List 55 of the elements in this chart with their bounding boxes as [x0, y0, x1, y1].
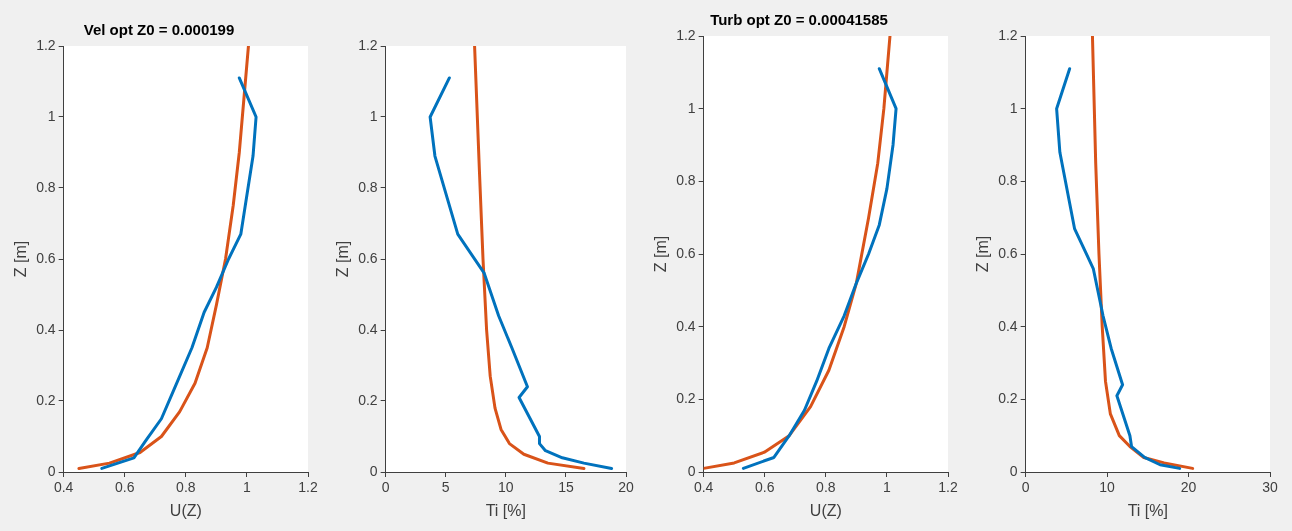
y-tick-label: 0.4 [998, 317, 1018, 334]
y-tick-label: 1.2 [676, 26, 696, 43]
x-tick-label: 20 [618, 479, 634, 496]
y-tick-label: 0.2 [676, 390, 696, 407]
y-axis-title: Z [m] [652, 235, 670, 273]
y-tick-label: 0.6 [998, 244, 1018, 261]
y-tick-label: 0.4 [676, 317, 696, 334]
x-axis-title: U(Z) [809, 501, 842, 519]
x-tick-label: 0 [1021, 479, 1030, 496]
y-tick-label: 0 [369, 462, 378, 479]
y-tick-label: 0.4 [36, 320, 56, 337]
y-tick-label: 1.2 [998, 26, 1018, 43]
y-tick-label: 0 [1009, 462, 1018, 479]
y-axis-title: Z [m] [974, 235, 992, 273]
y-tick-label: 0.8 [358, 178, 378, 195]
y-axis-title: Z [m] [334, 240, 352, 278]
y-tick-label: 0.6 [36, 249, 56, 266]
y-tick-label: 0.2 [36, 391, 56, 408]
x-tick-label: 15 [558, 479, 574, 496]
y-tick-label: 0.8 [676, 172, 696, 189]
y-axis-title: Z [m] [12, 240, 30, 278]
chart-title: Turb opt Z0 = 0.00041585 [710, 11, 888, 29]
x-tick-label: 20 [1180, 479, 1197, 496]
y-tick-label: 0 [687, 462, 696, 479]
x-tick-label: 0.8 [176, 479, 196, 496]
x-tick-label: 1 [243, 479, 252, 496]
y-tick-label: 0.4 [358, 320, 378, 337]
y-tick-label: 0.2 [998, 390, 1018, 407]
x-axis-title: Ti [%] [1127, 501, 1168, 519]
x-axis-title: U(Z) [169, 501, 202, 519]
x-tick-label: 10 [1099, 479, 1116, 496]
y-tick-label: 1 [1009, 99, 1018, 116]
y-tick-label: 1 [687, 99, 696, 116]
y-tick-label: 0.2 [358, 391, 378, 408]
y-tick-label: 1.2 [36, 36, 56, 53]
y-tick-label: 1.2 [358, 36, 378, 53]
y-tick-label: 0.6 [358, 249, 378, 266]
y-tick-label: 0.8 [36, 178, 56, 195]
y-tick-label: 0.8 [998, 172, 1018, 189]
x-tick-label: 0 [381, 479, 390, 496]
x-tick-label: 10 [498, 479, 514, 496]
y-tick-label: 0 [47, 462, 56, 479]
x-axis-title: Ti [%] [485, 501, 526, 519]
y-tick-label: 1 [369, 107, 378, 124]
x-tick-label: 0.8 [816, 479, 836, 496]
x-tick-label: 1.2 [938, 479, 958, 496]
x-tick-label: 5 [441, 479, 450, 496]
chart-title: Vel opt Z0 = 0.000199 [83, 21, 235, 39]
x-tick-label: 0.6 [115, 479, 135, 496]
x-tick-label: 1.2 [298, 479, 318, 496]
y-tick-label: 0.6 [676, 244, 696, 261]
x-tick-label: 0.6 [755, 479, 775, 496]
y-tick-label: 1 [47, 107, 56, 124]
x-tick-label: 30 [1262, 479, 1278, 496]
x-tick-label: 1 [883, 479, 892, 496]
